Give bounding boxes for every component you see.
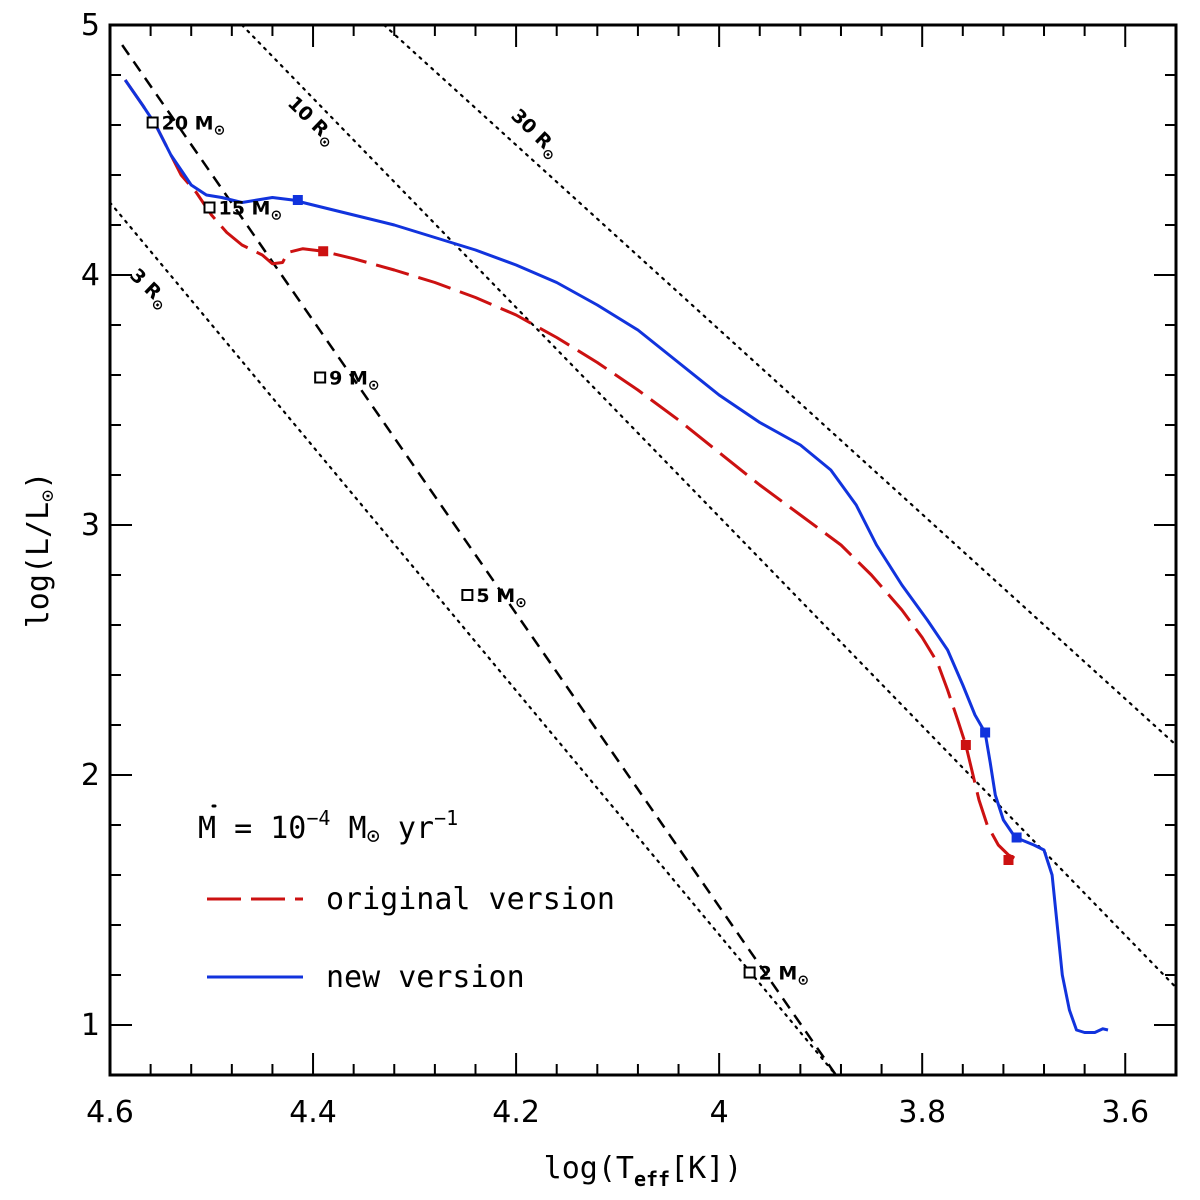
series-markers xyxy=(292,195,1022,865)
legend-title: M = 10−4 M⊙ yr−1 xyxy=(198,806,458,849)
marker-new xyxy=(1011,832,1022,843)
x-axis-label: log(Teff[K]) xyxy=(544,1151,743,1191)
x-tick-label: 3.8 xyxy=(898,1095,946,1130)
radius-line xyxy=(383,25,1176,747)
mass-label: 9 M⊙ xyxy=(329,368,379,394)
y-tick-label: 5 xyxy=(81,8,100,43)
radius-label: 10 R⊙ xyxy=(280,92,341,152)
mass-label: 20 M⊙ xyxy=(162,113,226,139)
radius-lines xyxy=(110,25,1176,1075)
series-line-new xyxy=(123,79,1109,1034)
mass-marker xyxy=(314,371,327,384)
x-tick-label: 4.6 xyxy=(86,1095,134,1130)
marker-original xyxy=(1003,855,1014,865)
x-tick-label: 4.4 xyxy=(289,1095,337,1130)
x-tick-label: 4.2 xyxy=(492,1095,540,1130)
mass-label: 15 M⊙ xyxy=(218,198,282,224)
tick-labels: 4.6 4.4 4.2 4 3.8 3.6 1 2 3 4 5 xyxy=(81,8,1149,1130)
x-tick-label: 4 xyxy=(710,1095,729,1130)
y-tick-label: 3 xyxy=(81,508,100,543)
zams-line xyxy=(121,44,837,1075)
legend-label-new: new version xyxy=(326,960,525,995)
marker-new xyxy=(292,195,303,205)
series-line-original xyxy=(123,79,1020,862)
marker-original xyxy=(960,740,971,750)
plot-area xyxy=(110,25,1176,1075)
mass-label: 5 M⊙ xyxy=(476,585,526,611)
mass-marker xyxy=(203,201,216,214)
plot-frame xyxy=(108,23,1178,1077)
y-tick-label: 4 xyxy=(81,258,100,293)
y-axis-label: log(L/L⊙) xyxy=(21,472,59,629)
marker-new xyxy=(980,727,991,738)
legend-label-original: original version xyxy=(326,882,615,917)
mass-marker xyxy=(461,589,474,601)
radius-label: 30 R⊙ xyxy=(504,105,565,165)
series-lines xyxy=(123,79,1109,1034)
mass-label: 2 M⊙ xyxy=(759,963,809,989)
legend: M = 10−4 M⊙ yr−1 original version new ve… xyxy=(198,804,615,995)
y-tick-label: 1 xyxy=(81,1008,100,1043)
x-tick-label: 3.6 xyxy=(1101,1095,1149,1130)
mass-marker xyxy=(743,966,756,979)
radius-line xyxy=(110,201,837,1075)
mass-marker xyxy=(146,116,159,129)
radius-line xyxy=(240,25,1176,989)
axis-ticks xyxy=(109,24,1176,1076)
y-tick-label: 2 xyxy=(81,758,100,793)
zams-line-group xyxy=(121,44,837,1075)
marker-original xyxy=(318,246,329,257)
